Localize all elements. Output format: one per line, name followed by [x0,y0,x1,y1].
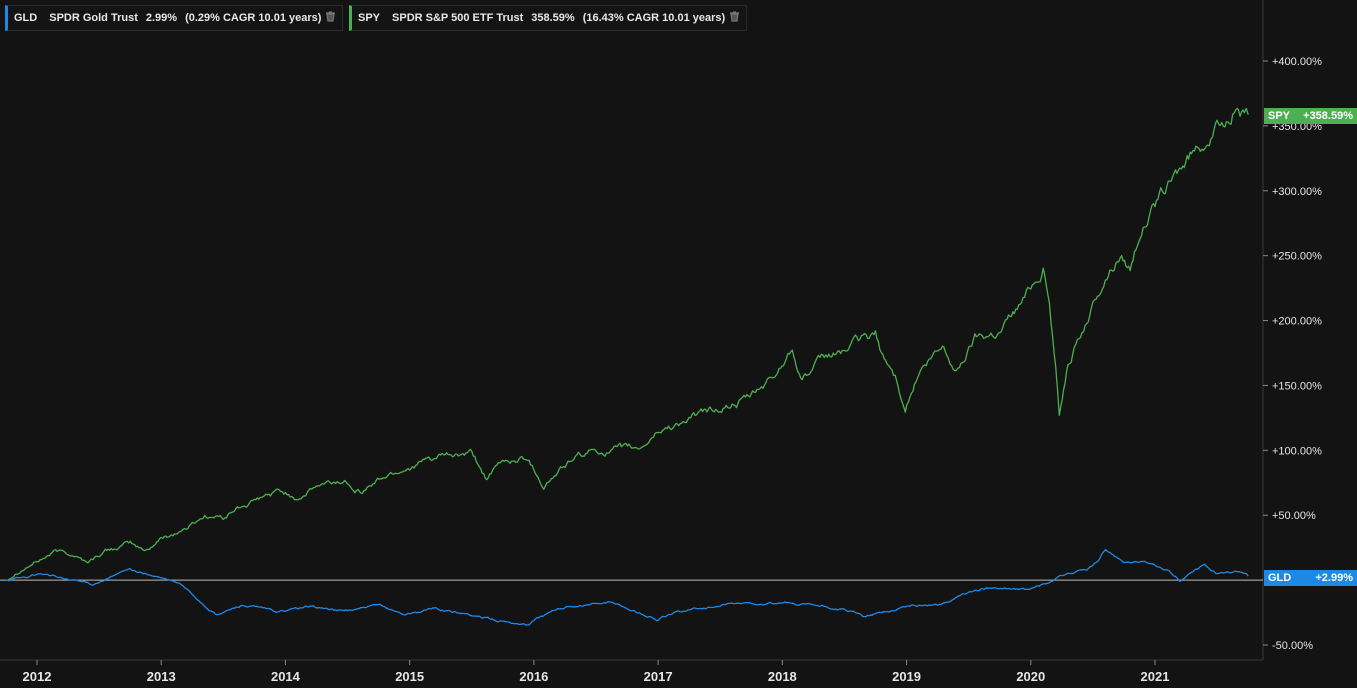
y-tick-label: +200.00% [1272,316,1322,328]
legend-gld-return: 2.99% [145,12,178,24]
x-tick-label: 2020 [1016,669,1045,684]
x-tick-label: 2018 [768,669,797,684]
y-tick-label: +400.00% [1272,56,1322,68]
x-tick-label: 2013 [147,669,176,684]
price-tag-gld: GLD +2.99% [1264,570,1357,586]
legend-gld-cagr: (0.29% CAGR 10.01 years) [185,12,322,24]
x-tick-label: 2021 [1141,669,1170,684]
legend-gld-symbol: GLD [14,12,38,24]
y-tick-label: -50.00% [1272,640,1313,652]
trash-icon[interactable] [325,11,336,25]
y-tick-label: +50.00% [1272,510,1316,522]
y-tick-label: +300.00% [1272,186,1322,198]
x-tick-label: 2016 [519,669,548,684]
x-tick-label: 2014 [271,669,301,684]
y-axis: +400.00%+350.00%+300.00%+250.00%+200.00%… [1263,56,1322,652]
x-tick-label: 2012 [23,669,52,684]
x-axis: 2012 2013 2014 2015 2016 2017 2018 2019 2020 2021 [23,660,1170,684]
price-tag-gld-value: +2.99% [1315,572,1353,584]
x-tick-label: 2015 [395,669,424,684]
legend-gld-name: SPDR Gold Trust [49,12,138,24]
price-tag-gld-symbol: GLD [1268,572,1292,584]
legend-spy[interactable]: SPY SPDR S&P 500 ETF Trust 358.59% (16.4… [349,5,748,31]
legend-spy-cagr: (16.43% CAGR 10.01 years) [582,12,726,24]
series-line-gld [5,548,1249,626]
legend-spy-symbol: SPY [358,12,381,24]
series-layer [5,107,1249,626]
legend-gld[interactable]: GLD SPDR Gold Trust 2.99% (0.29% CAGR 10… [5,5,344,31]
series-line-spy [5,107,1249,582]
price-tag-spy: SPY +358.59% [1264,108,1357,124]
y-tick-label: +100.00% [1272,445,1322,457]
legend-spy-return: 358.59% [531,12,575,24]
x-tick-label: 2019 [892,669,921,684]
trash-icon[interactable] [729,11,740,25]
price-tag-spy-value: +358.59% [1303,110,1353,122]
legend-spy-name: SPDR S&P 500 ETF Trust [392,12,524,24]
y-tick-label: +250.00% [1272,251,1322,263]
x-tick-label: 2017 [644,669,673,684]
y-tick-label: +150.00% [1272,380,1322,392]
price-tag-spy-symbol: SPY [1268,110,1291,122]
